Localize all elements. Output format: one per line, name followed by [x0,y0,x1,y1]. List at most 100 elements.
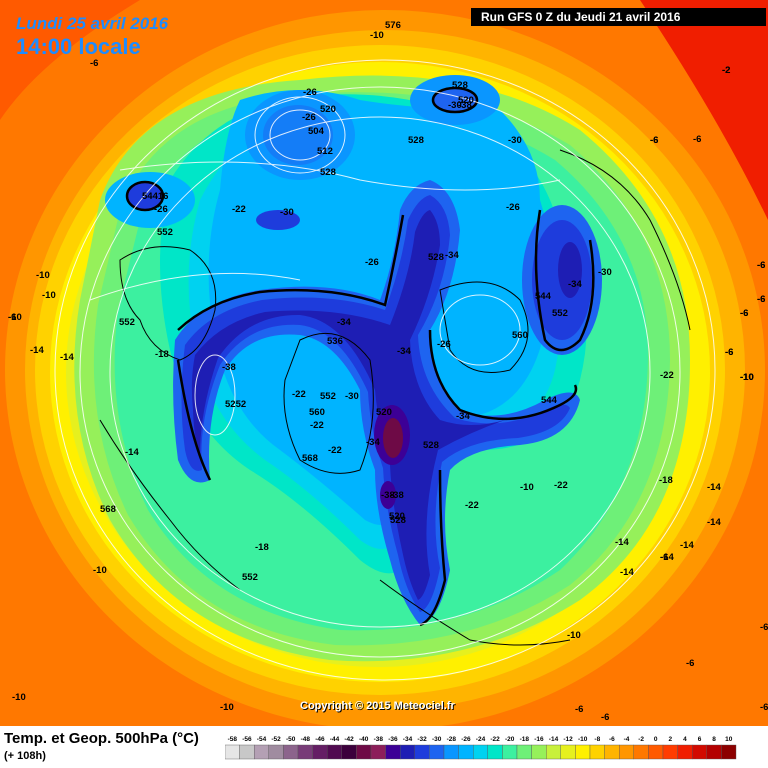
map-value-label: -34 [445,250,459,261]
legend-label: -32 [417,736,427,743]
map-value-label: -30 [448,100,462,111]
map-value-label: -10 [93,565,107,576]
legend-label: -42 [344,736,354,743]
map-value-label: 568 [302,453,318,464]
map-value-label: -14 [30,345,44,356]
map-value-label: -6 [90,58,98,69]
legend-swatch [443,744,459,760]
map-value-label: -18 [155,349,169,360]
map-value-label: -26 [154,204,168,215]
map-value-label: 552 [242,572,258,583]
map-value-label: 520 [458,95,474,106]
legend-label: -12 [563,736,573,743]
map-value-label: -6 [686,658,694,669]
legend-swatch [502,744,518,760]
map-value-label: -22 [660,370,674,381]
map-value-label: -38 [390,490,404,501]
legend-label: -54 [257,736,267,743]
legend-label: -44 [330,736,340,743]
legend-swatch [225,744,240,760]
legend-swatch [531,744,547,760]
legend-label: -28 [447,736,457,743]
map-value-label: -14 [615,537,629,548]
legend-swatch [414,744,430,760]
map-value-label: 528 [390,515,406,526]
map-value-label: -18 [659,475,673,486]
legend-label: -24 [476,736,486,743]
legend-swatch [268,744,284,760]
map-value-label: -10 [567,630,581,641]
map-value-label: -10 [12,692,26,703]
map-value-label: 520 [389,511,405,522]
legend-swatch [370,744,386,760]
legend-swatch [662,744,678,760]
legend-label: -50 [286,736,296,743]
map-value-label: -22 [310,420,324,431]
map-value-label: -34 [337,317,351,328]
map-value-label: -38 [381,490,395,501]
legend-swatch [516,744,532,760]
map-value-label: -26 [303,87,317,98]
map-value-label: -6 [757,294,765,305]
legend-swatch [356,744,372,760]
legend-swatch [546,744,562,760]
map-value-labels: 576-10-6-2-6528520-30-26520-26504512528-… [8,20,768,723]
legend-swatch [239,744,255,760]
map-value-label: 528 [428,252,444,263]
map-value-label: -30 [598,267,612,278]
legend-swatch [560,744,576,760]
map-value-label: -10 [370,30,384,41]
map-value-label: 560 [309,407,325,418]
legend-swatch [589,744,605,760]
legend-swatch [341,744,357,760]
legend-label: -40 [359,736,369,743]
legend-swatch [487,744,503,760]
map-value-label: 552 [157,227,173,238]
map-value-label: -26 [437,339,451,350]
map-value-label: 54416 [142,191,168,202]
legend-swatch [677,744,693,760]
legend-label: 0 [654,736,658,743]
legend-swatch [399,744,415,760]
map-value-label: -6 [757,260,765,271]
map-value-label: -10 [520,482,534,493]
legend-label: -8 [594,736,600,743]
legend-label: -36 [388,736,398,743]
map-value-label: 528 [452,80,468,91]
map-value-label: -6 [575,704,583,715]
color-scale-legend: -58 -56 -54 -52 -50 -48 -46 -44 -42 -40 -38 -36 -34-… [225,736,737,760]
map-value-label: 560 [512,330,528,341]
footer-legend-area: Temp. et Geop. 500hPa (°C) (+ 108h) -58-… [0,726,768,768]
forecast-date: Lundi 25 avril 2016 [16,14,169,33]
map-value-label: -6 [725,347,733,358]
map-value-label: -14 [620,567,634,578]
legend-label: -16 [534,736,544,743]
map-value-label: -30 [508,135,522,146]
map-value-label: 536 [327,336,343,347]
map-value-label: 512 [317,146,333,157]
map-value-label: -10 [740,372,754,383]
legend-label: -34 [403,736,413,743]
map-value-label: 520 [320,104,336,115]
map-value-label: 568 [100,504,116,515]
map-value-label: -6 [740,308,748,319]
map-value-label: 528 [408,135,424,146]
legend-label: -46 [315,736,325,743]
legend-label: -2 [638,736,644,743]
field-title: Temp. et Geop. 500hPa (°C) [4,730,199,747]
legend-swatch [312,744,328,760]
legend-label: -22 [490,736,500,743]
map-value-label: -14 [707,482,721,493]
legend-label: -56 [242,736,252,743]
legend-swatch [619,744,635,760]
map-value-label: -22 [328,445,342,456]
map-value-label: 552 [320,391,336,402]
temperature-contours [54,59,716,681]
temperature-field [0,0,768,726]
legend-swatch [472,744,488,760]
legend-swatch [385,744,401,760]
map-value-label: -14 [660,552,674,563]
map-value-label: -22 [232,204,246,215]
legend-swatch [721,744,737,760]
map-value-label: -10 [36,270,50,281]
